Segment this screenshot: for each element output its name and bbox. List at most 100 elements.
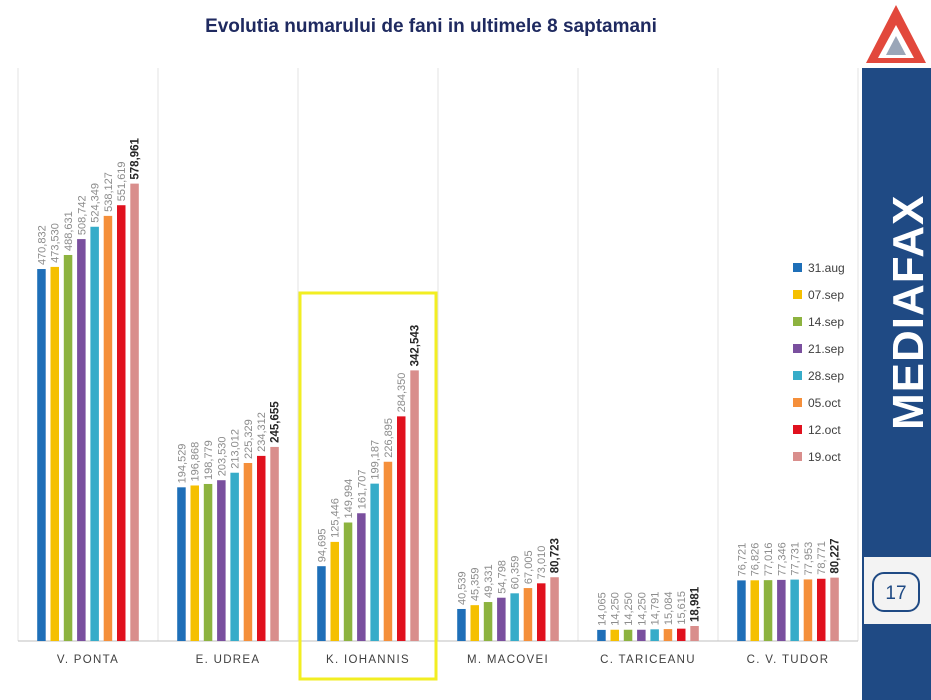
data-label: 15,084 [663, 591, 675, 625]
bar [510, 593, 519, 641]
legend-item: 19.oct [793, 443, 845, 470]
bar [763, 580, 773, 641]
category-label: C. TARICEANU [600, 654, 696, 666]
bar [270, 446, 279, 641]
legend-label: 05.oct [808, 395, 841, 410]
legend-swatch [793, 317, 802, 326]
bar [243, 462, 253, 641]
bar [257, 455, 266, 641]
bar [790, 579, 799, 641]
data-label: 198,779 [203, 440, 215, 480]
legend-swatch [793, 344, 802, 353]
legend-label: 31.aug [808, 260, 845, 275]
bar [663, 629, 673, 641]
legend-label: 12.oct [808, 422, 841, 437]
legend-label: 21.sep [808, 341, 845, 356]
category-label: K. IOHANNIS [326, 654, 410, 666]
legend-label: 19.oct [808, 449, 841, 464]
data-label: 508,742 [76, 195, 88, 235]
bar [470, 605, 479, 641]
data-label: 67,005 [523, 550, 535, 584]
category-dividers [17, 68, 859, 641]
bar [383, 461, 393, 641]
legend-swatch [793, 398, 802, 407]
bar [410, 370, 419, 641]
legend-item: 21.sep [793, 335, 845, 362]
data-label: 194,529 [176, 444, 188, 484]
legend-swatch [793, 263, 802, 272]
data-label: 342,543 [410, 325, 422, 367]
bar [677, 628, 686, 641]
legend-swatch [793, 425, 802, 434]
data-label: 203,530 [216, 436, 228, 476]
bar [650, 629, 659, 641]
bar [190, 485, 199, 641]
bar [550, 577, 559, 641]
data-label: 15,615 [676, 591, 688, 625]
data-label: 80,227 [830, 538, 842, 573]
data-label: 40,539 [456, 571, 468, 605]
legend-swatch [793, 290, 802, 299]
legend-item: 07.sep [793, 281, 845, 308]
data-label: 14,250 [623, 592, 635, 626]
brand-text: MEDIAFAX [884, 194, 931, 430]
bar [50, 266, 59, 641]
bar [597, 629, 606, 641]
bar [623, 629, 633, 641]
data-label: 234,312 [256, 412, 268, 452]
bar [737, 580, 746, 641]
bar [117, 205, 126, 641]
data-label: 76,826 [750, 543, 762, 577]
data-label: 77,953 [803, 542, 815, 576]
data-label: 14,250 [610, 592, 622, 626]
data-label: 94,695 [316, 529, 328, 563]
legend-item: 12.oct [793, 416, 845, 443]
data-label: 73,010 [536, 546, 548, 580]
bar [203, 483, 213, 641]
legend-item: 31.aug [793, 254, 845, 281]
bar [370, 483, 379, 641]
data-label: 54,798 [496, 560, 508, 594]
legend-item: 28.sep [793, 362, 845, 389]
bar-chart: 470,832 473,530 488,631 508,742 524,349 538,1… [17, 68, 859, 681]
bar [803, 579, 813, 641]
bar [690, 626, 699, 641]
bar [457, 608, 466, 641]
bar [523, 588, 533, 641]
bar [77, 239, 86, 642]
legend: 31.aug 07.sep 14.sep 21.sep 28.sep 05.oct 12.o… [793, 254, 845, 470]
bar [217, 480, 226, 641]
bar [357, 513, 366, 641]
data-labels: 470,832 473,530 488,631 508,742 524,349 538,1… [36, 137, 841, 625]
category-labels: V. PONTA E. UDREA K. IOHANNIS M. MACOVEI C. … [57, 654, 830, 666]
bar [537, 583, 546, 641]
data-label: 78,771 [816, 541, 828, 575]
data-label: 77,731 [790, 542, 802, 576]
bar [230, 472, 239, 641]
data-label: 60,359 [510, 556, 522, 590]
data-label: 284,350 [396, 373, 408, 413]
category-label: C. V. TUDOR [747, 654, 830, 666]
page-number: 17 [872, 572, 920, 612]
logo-area [862, 0, 931, 68]
data-label: 199,187 [370, 440, 382, 480]
data-label: 18,981 [690, 586, 702, 622]
data-label: 77,016 [763, 543, 775, 577]
data-label: 45,359 [470, 568, 482, 602]
data-label: 578,961 [130, 137, 142, 179]
bar [497, 597, 506, 641]
bar [343, 522, 353, 641]
chart-title: Evolutia numarului de fani in ultimele 8… [205, 16, 657, 37]
data-label: 76,721 [736, 543, 748, 577]
legend-label: 14.sep [808, 314, 845, 329]
data-label: 524,349 [90, 183, 102, 223]
mediafax-triangle-logo-icon [866, 5, 926, 63]
data-label: 49,331 [483, 564, 495, 598]
data-label: 470,832 [36, 225, 48, 265]
data-label: 14,065 [596, 592, 608, 626]
data-label: 80,723 [550, 538, 562, 573]
legend-item: 05.oct [793, 389, 845, 416]
bar [317, 566, 326, 641]
bar [750, 580, 759, 641]
